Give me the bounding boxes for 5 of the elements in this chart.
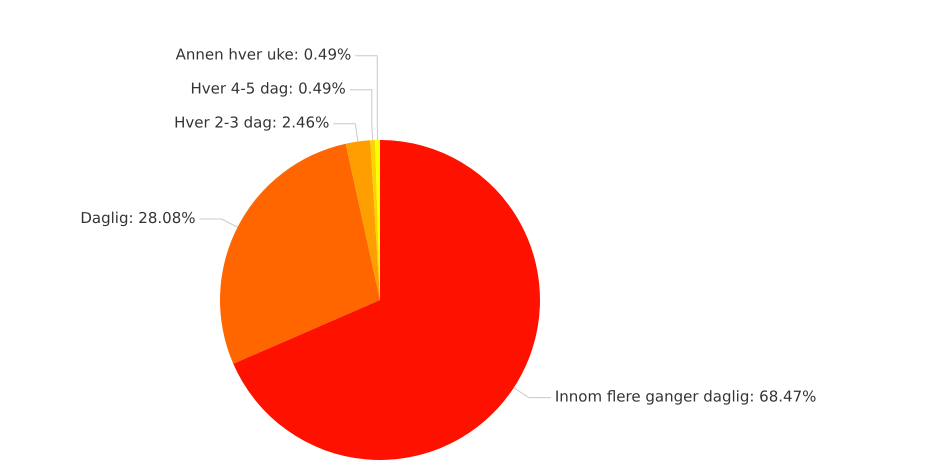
- slice-label: Hver 2-3 dag: 2.46%: [174, 114, 330, 132]
- slice-label: Annen hver uke: 0.49%: [176, 46, 352, 64]
- slice-label: Innom flere ganger daglig: 68.47%: [554, 388, 816, 406]
- slice-label: Hver 4-5 dag: 0.49%: [190, 80, 346, 98]
- slice-label: Daglig: 28.08%: [80, 208, 196, 227]
